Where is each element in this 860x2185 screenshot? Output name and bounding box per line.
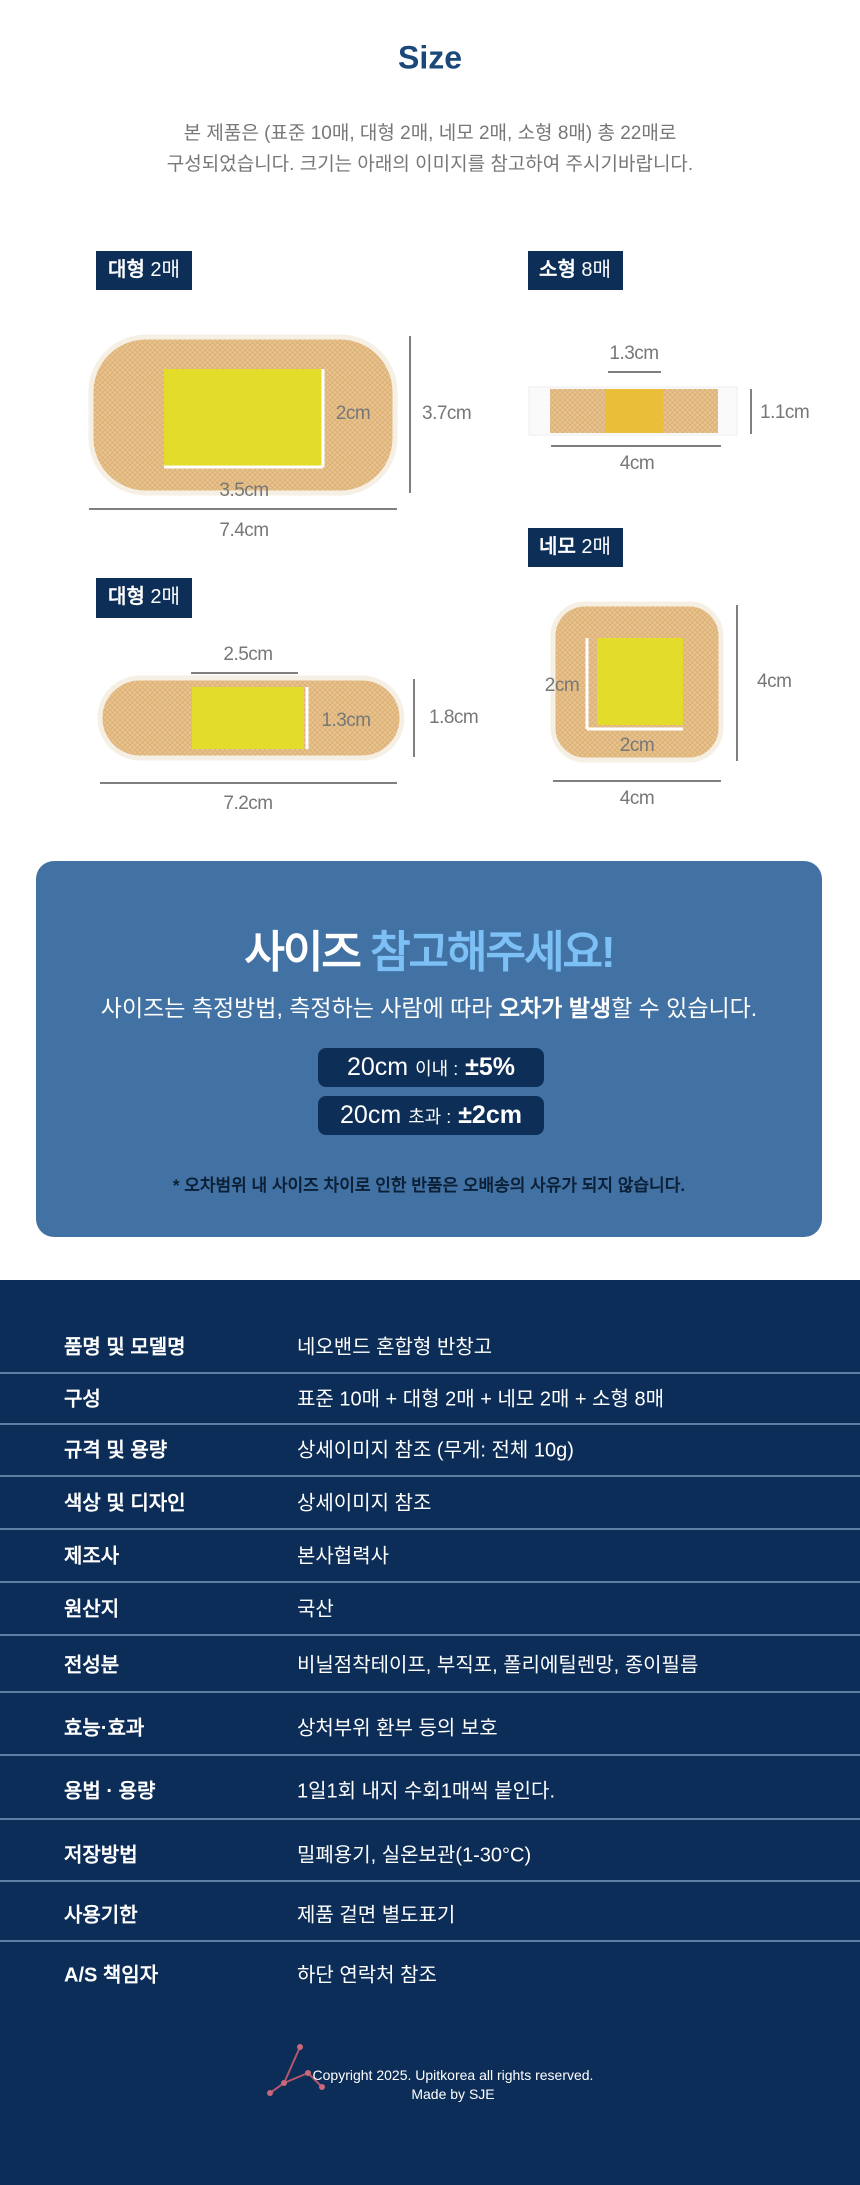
- notice-footnote: * 오차범위 내 사이즈 차이로 인한 반품은 오배송의 사유가 되지 않습니다…: [172, 1176, 686, 1195]
- item-count: 2매: [150, 258, 180, 281]
- spec-value: 밀폐용기, 실온보관(1-30°C): [297, 1844, 532, 1867]
- item-label: 소형 8매: [539, 258, 611, 281]
- item-type: 대형: [108, 258, 145, 281]
- spec-value: 네오밴드 혼합형 반창고: [297, 1336, 493, 1359]
- label-box: [96, 251, 192, 290]
- spec-value: 상세이미지 참조: [297, 1492, 432, 1515]
- dim-label: 2.5cm: [223, 644, 272, 665]
- dim-label: 4cm: [620, 788, 654, 809]
- dim-label: 7.2cm: [223, 793, 272, 814]
- dim-label: 2cm: [620, 735, 654, 756]
- dim-label: 2cm: [545, 675, 579, 696]
- dim-label: 4cm: [757, 671, 791, 692]
- spec-value: 제품 겉면 별도표기: [297, 1904, 456, 1927]
- row-separator: [0, 1372, 860, 1374]
- made-by: Made by SJE: [411, 2086, 495, 2102]
- pad: [192, 687, 304, 749]
- item-type: 소형: [539, 258, 576, 281]
- text-part: 할 수 있습니다.: [611, 995, 758, 1021]
- spec-label: 효능·효과: [64, 1717, 145, 1740]
- item-count: 2매: [581, 535, 611, 558]
- row-separator: [0, 1475, 860, 1477]
- dim-label: 1.3cm: [609, 343, 658, 364]
- row-separator: [0, 1880, 860, 1882]
- spec-label: A/S 책임자: [64, 1964, 159, 1987]
- tolerance-value: ±5%: [465, 1053, 516, 1081]
- spec-value: 비닐점착테이프, 부직포, 폴리에틸렌망, 종이필름: [297, 1654, 699, 1677]
- row-separator: [0, 1634, 860, 1636]
- dim-label: 1.3cm: [321, 710, 370, 731]
- item-count: 8매: [581, 258, 611, 281]
- spec-value: 상세이미지 참조 (무게: 전체 10g): [297, 1439, 574, 1462]
- spec-label: 전성분: [64, 1654, 120, 1677]
- item-label: 네모 2매: [539, 535, 611, 558]
- row-separator: [0, 1754, 860, 1756]
- text-highlight: 오차가 발생: [498, 995, 612, 1021]
- dim-label: 2cm: [336, 403, 370, 424]
- notice-box: 사이즈 참고해주세요! 사이즈는 측정방법, 측정하는 사람에 따라 오차가 발…: [36, 861, 822, 1237]
- dim-label: 7.4cm: [219, 520, 268, 541]
- row-separator: [0, 1818, 860, 1820]
- pad: [597, 638, 683, 725]
- item-type: 대형: [108, 585, 145, 608]
- spec-label: 사용기한: [64, 1904, 138, 1927]
- spec-label: 구성: [64, 1388, 101, 1411]
- spec-value: 상처부위 환부 등의 보호: [297, 1717, 498, 1740]
- item-count: 2매: [150, 585, 180, 608]
- description-line: 본 제품은 (표준 10매, 대형 2매, 네모 2매, 소형 8매) 총 22…: [184, 122, 677, 144]
- notice-title: 사이즈 참고해주세요!: [36, 916, 822, 980]
- dim-label: 3.5cm: [219, 480, 268, 501]
- row-separator: [0, 1423, 860, 1425]
- pad: [605, 389, 663, 433]
- dim-label: 1.1cm: [760, 402, 809, 423]
- row-separator: [0, 1581, 860, 1583]
- label-box: [96, 578, 192, 618]
- section-title: Size: [398, 39, 462, 75]
- item-label: 대형 2매: [108, 585, 180, 608]
- spec-label: 원산지: [64, 1598, 120, 1621]
- spec-section: Copyright 2025. Upitkorea all rights res…: [0, 1280, 860, 2185]
- dim-label: 3.7cm: [422, 403, 471, 424]
- tolerance-length: 20cm: [340, 1101, 402, 1129]
- description-line: 구성되었습니다. 크기는 아래의 이미지를 참고하여 주시기바랍니다.: [167, 153, 693, 175]
- spec-value: 하단 연락처 참조: [297, 1964, 437, 1987]
- row-separator: [0, 1940, 860, 1942]
- row-separator: [0, 1691, 860, 1693]
- tolerance-length: 20cm: [346, 1053, 409, 1081]
- tolerance-condition: 이내 :: [415, 1059, 459, 1079]
- text-part: 사이즈는 측정방법, 측정하는 사람에 따라: [100, 995, 499, 1021]
- spec-label: 저장방법: [64, 1844, 138, 1867]
- tolerance-pill: 20cm 이내 : ±5%: [318, 1048, 544, 1087]
- spec-label: 품명 및 모델명: [64, 1336, 186, 1359]
- row-separator: [0, 1528, 860, 1530]
- spec-label: 색상 및 디자인: [64, 1492, 186, 1515]
- item-type: 네모: [539, 535, 576, 558]
- spec-value: 1일1회 내지 수회1매씩 붙인다.: [297, 1780, 555, 1803]
- tolerance-value: ±2cm: [458, 1101, 522, 1129]
- title-highlight: 참고해주세요!: [370, 928, 616, 977]
- dim-label: 4cm: [620, 453, 654, 474]
- spec-label: 규격 및 용량: [64, 1439, 168, 1462]
- spec-value: 국산: [297, 1598, 334, 1621]
- copyright: Copyright 2025. Upitkorea all rights res…: [312, 2067, 594, 2083]
- spec-value: 본사협력사: [297, 1545, 389, 1568]
- notice-text: 사이즈는 측정방법, 측정하는 사람에 따라 오차가 발생할 수 있습니다.: [36, 989, 822, 1023]
- spec-value: 표준 10매 + 대형 2매 + 네모 2매 + 소형 8매: [297, 1388, 665, 1411]
- title-part: 사이즈: [244, 928, 361, 977]
- size-section: Size 본 제품은 (표준 10매, 대형 2매, 네모 2매, 소형 8매)…: [88, 39, 810, 814]
- label-box: [528, 251, 623, 290]
- spec-label: 제조사: [64, 1545, 120, 1568]
- tolerance-condition: 초과 :: [408, 1107, 452, 1127]
- item-label: 대형 2매: [108, 258, 180, 281]
- label-box: [528, 528, 623, 567]
- tolerance-pill: 20cm 초과 : ±2cm: [318, 1096, 544, 1135]
- dim-label: 1.8cm: [429, 707, 478, 728]
- spec-label: 용법 · 용량: [64, 1780, 156, 1803]
- logo: [267, 2044, 325, 2096]
- pad: [164, 369, 323, 467]
